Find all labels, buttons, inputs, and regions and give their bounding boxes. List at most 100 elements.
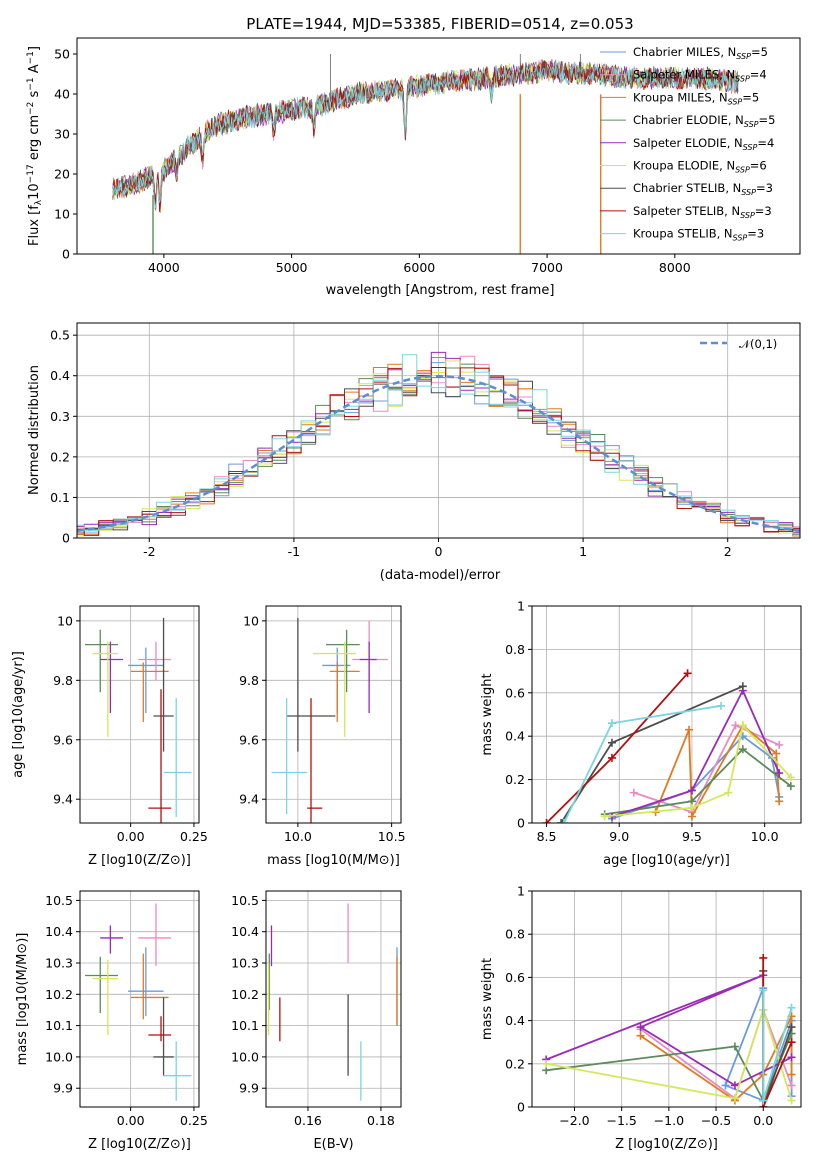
x-tick-label: 0.18 <box>367 1113 395 1128</box>
mass-vs-Z-axes <box>76 891 199 1111</box>
y-tick-label: 10.4 <box>45 924 73 939</box>
x-tick-label: 9.0 <box>609 829 629 844</box>
y-tick-label: 9.8 <box>239 673 259 688</box>
weight-marker <box>787 1038 796 1047</box>
y-tick-label: 10 <box>54 207 70 222</box>
weight-marker <box>738 721 747 730</box>
weight-marker <box>683 669 692 678</box>
y-tick-label: 10.2 <box>45 987 73 1002</box>
weight-marker <box>607 719 616 728</box>
x-tick-label: −1.5 <box>606 1113 636 1128</box>
x-tick-label: 8000 <box>659 260 691 275</box>
x-axis-label: age [log10(age/yr)] <box>603 853 730 868</box>
histogram-chabrier-miles <box>77 362 800 534</box>
axes-frame <box>265 890 402 1108</box>
weight-marker <box>738 682 747 691</box>
weight-marker <box>730 1042 739 1051</box>
y-tick-label: 9.6 <box>53 732 73 747</box>
legend-label: Chabrier STELIB, NSSP=3 <box>633 181 773 197</box>
legend-label: Salpeter ELODIE, NSSP=4 <box>633 136 774 152</box>
x-tick-label: -2 <box>143 544 155 559</box>
spectrum-axes <box>73 53 676 258</box>
weight-marker <box>787 1070 796 1079</box>
y-tick-label: 0.1 <box>50 490 70 505</box>
y-tick-label: 0 <box>517 1100 525 1115</box>
weight-marker <box>759 986 768 995</box>
axes-frame <box>531 605 802 824</box>
weight-marker <box>787 1003 796 1012</box>
weight-line <box>604 723 792 818</box>
y-tick-label: 10.0 <box>45 1049 73 1064</box>
x-tick-label: 9.5 <box>682 829 702 844</box>
x-axis-label: wavelength [Angstrom, rest frame] <box>326 283 555 298</box>
histogram-chabrier-elodie <box>77 363 800 535</box>
age-vs-mass-points <box>271 617 388 823</box>
y-axis-label: mass weight <box>480 673 495 755</box>
weight-marker <box>786 782 795 791</box>
y-tick-label: 50 <box>54 47 70 62</box>
y-tick-label: 9.6 <box>239 732 259 747</box>
x-tick-label: −1.0 <box>654 1113 684 1128</box>
weight-marker <box>636 1023 645 1032</box>
spectrum-kroupa-stelib <box>112 60 739 209</box>
weight-marker <box>759 1096 768 1105</box>
y-tick-label: 10.4 <box>231 924 259 939</box>
x-axis-label: E(B-V) <box>313 1137 353 1152</box>
weight-marker <box>559 819 568 823</box>
weights-vs-age-series <box>542 669 795 823</box>
weight-marker <box>687 786 696 795</box>
y-tick-label: 9.4 <box>53 792 73 807</box>
age-vs-Z-points <box>85 617 192 823</box>
x-tick-label: 0.25 <box>180 1113 208 1128</box>
axes-frame <box>79 605 200 824</box>
legend-label: Chabrier ELODIE, NSSP=5 <box>633 113 775 129</box>
axes-frame <box>76 37 801 255</box>
y-tick-label: 9.4 <box>239 792 259 807</box>
y-tick-label: 0.4 <box>505 1013 525 1028</box>
weight-line <box>604 747 792 816</box>
y-tick-label: 0 <box>62 531 70 546</box>
y-tick-label: 1 <box>517 599 525 614</box>
weight-marker <box>759 953 768 962</box>
x-tick-label: 0.25 <box>180 829 208 844</box>
y-tick-label: 0.6 <box>505 685 525 700</box>
weight-marker <box>730 1081 739 1090</box>
weight-marker <box>730 1094 739 1103</box>
y-tick-label: 0 <box>62 247 70 262</box>
x-tick-label: 8.5 <box>537 829 557 844</box>
y-tick-label: 9.9 <box>239 1081 259 1096</box>
x-tick-label: 7000 <box>531 260 563 275</box>
weight-marker <box>557 819 566 823</box>
y-tick-label: 10.5 <box>231 893 259 908</box>
y-tick-label: 0.6 <box>505 970 525 985</box>
legend-label: 𝒩(0,1) <box>739 337 777 351</box>
weight-marker <box>629 788 638 797</box>
x-tick-label: 10.0 <box>751 829 779 844</box>
weight-line <box>545 672 689 823</box>
y-axis-label: Flux [fλ10−17 erg cm−2 s−1 A−1] <box>26 46 44 246</box>
legend-label: Salpeter MILES, NSSP=4 <box>633 68 767 84</box>
y-tick-label: 0.2 <box>505 1056 525 1071</box>
x-tick-label: 0.00 <box>117 1113 145 1128</box>
y-tick-label: 0.3 <box>50 409 70 424</box>
weight-marker <box>787 1081 796 1090</box>
x-tick-label: 0.00 <box>117 829 145 844</box>
weight-marker <box>721 1081 730 1090</box>
weight-marker <box>600 812 609 821</box>
y-tick-label: 9.8 <box>53 673 73 688</box>
legend-label: Kroupa MILES, NSSP=5 <box>633 90 759 106</box>
histogram-salpeter-stelib <box>77 367 800 536</box>
age-vs-Z-axes <box>76 606 199 827</box>
weights-vs-age-axes <box>528 605 801 827</box>
legend-label: Chabrier MILES, NSSP=5 <box>633 45 768 61</box>
weight-marker <box>687 812 696 821</box>
y-tick-label: 10.1 <box>231 1018 259 1033</box>
y-tick-label: 20 <box>54 167 70 182</box>
x-axis-label: mass [log10(M/M⊙)] <box>267 853 400 868</box>
normal-curve <box>77 374 800 533</box>
y-tick-label: 0.8 <box>505 927 525 942</box>
x-axis-label: (data-model)/error <box>380 568 501 583</box>
y-tick-label: 0.5 <box>50 328 70 343</box>
weight-marker <box>542 819 551 823</box>
